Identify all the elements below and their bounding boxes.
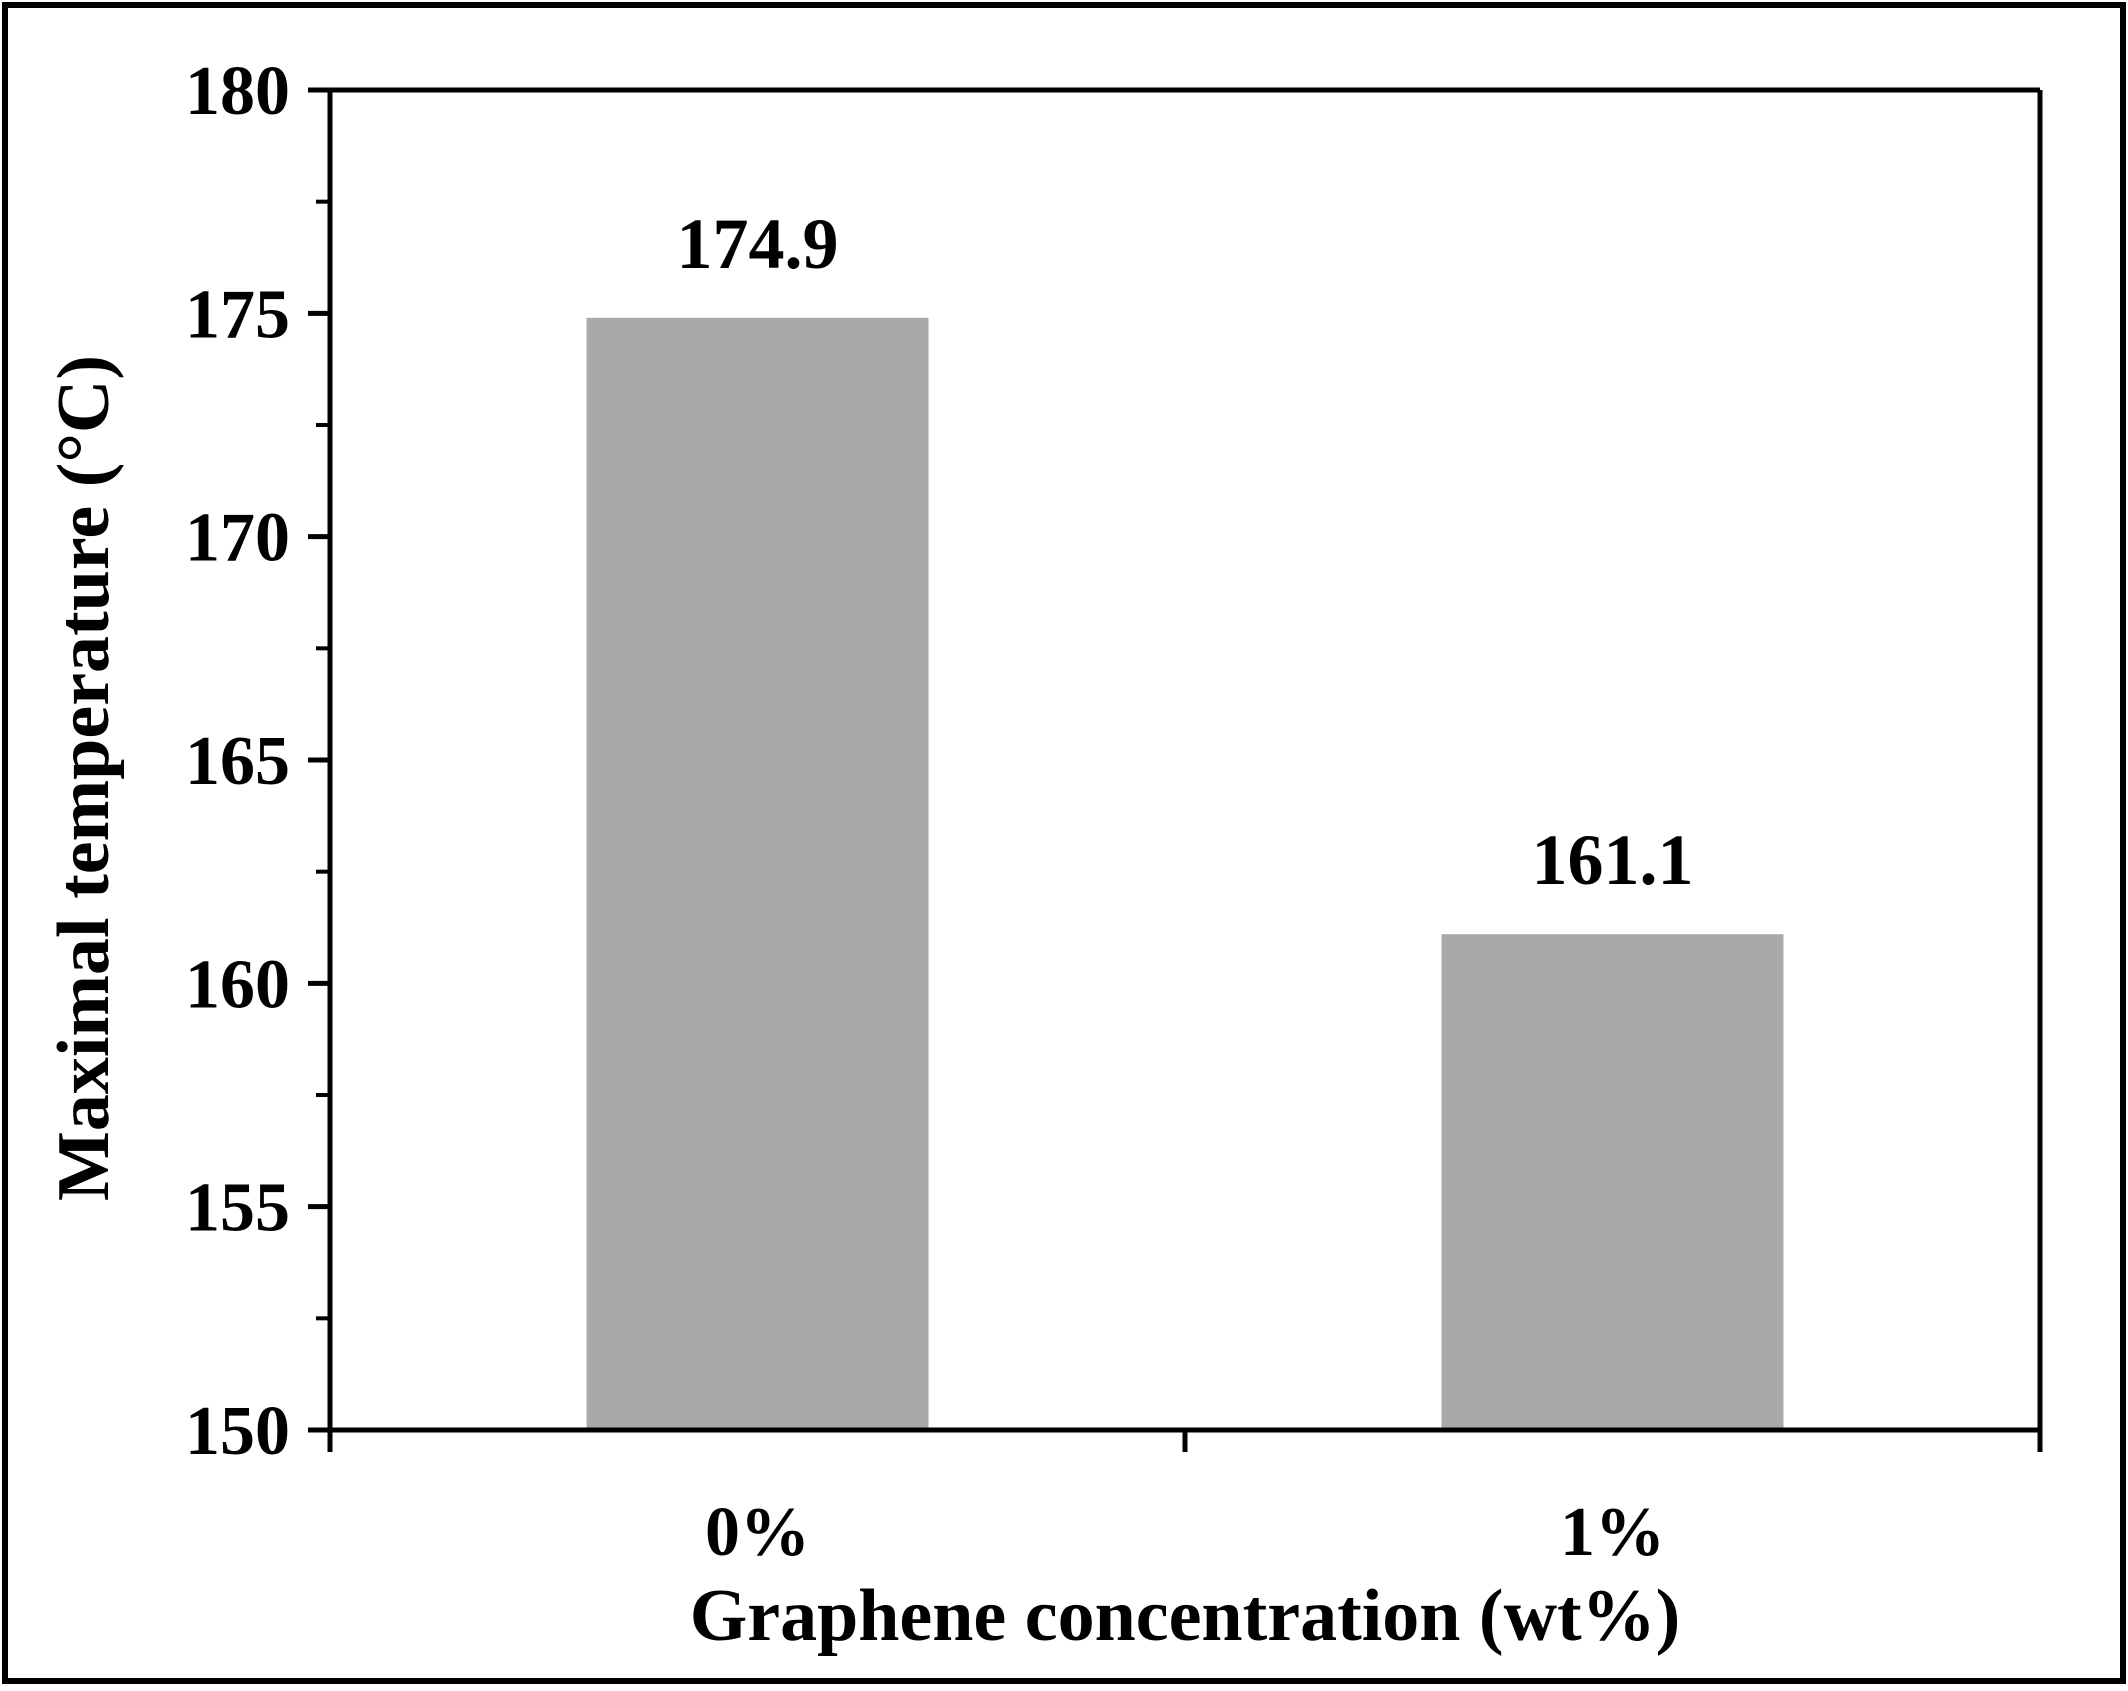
- data-labels: 174.9 161.1: [677, 204, 1694, 900]
- y-axis: 150 155 160 165 170 175 180: [185, 53, 333, 1470]
- bar-0pct: [586, 317, 929, 1430]
- y-axis-title: Maximal temperature (°C): [43, 355, 125, 1201]
- y-tick-label: 155: [185, 1170, 290, 1247]
- bars-layer: [586, 317, 1784, 1430]
- y-tick-label: 160: [185, 946, 290, 1023]
- y-tick-label: 175: [185, 276, 290, 353]
- y-tick-label: 150: [185, 1393, 290, 1470]
- x-tick-label: 0%: [705, 1494, 810, 1571]
- y-tick-label: 180: [185, 53, 290, 130]
- x-tick-label: 1%: [1560, 1494, 1665, 1571]
- data-label-0: 174.9: [677, 204, 839, 284]
- x-axis-title: Graphene concentration (wt%): [690, 1575, 1681, 1657]
- y-tick-label: 165: [185, 723, 290, 800]
- data-label-1: 161.1: [1532, 820, 1694, 900]
- x-axis: 0% 1%: [327, 1427, 2043, 1571]
- bar-1pct: [1441, 934, 1784, 1430]
- plot-area: [330, 87, 2043, 1430]
- y-tick-label: 170: [185, 500, 290, 577]
